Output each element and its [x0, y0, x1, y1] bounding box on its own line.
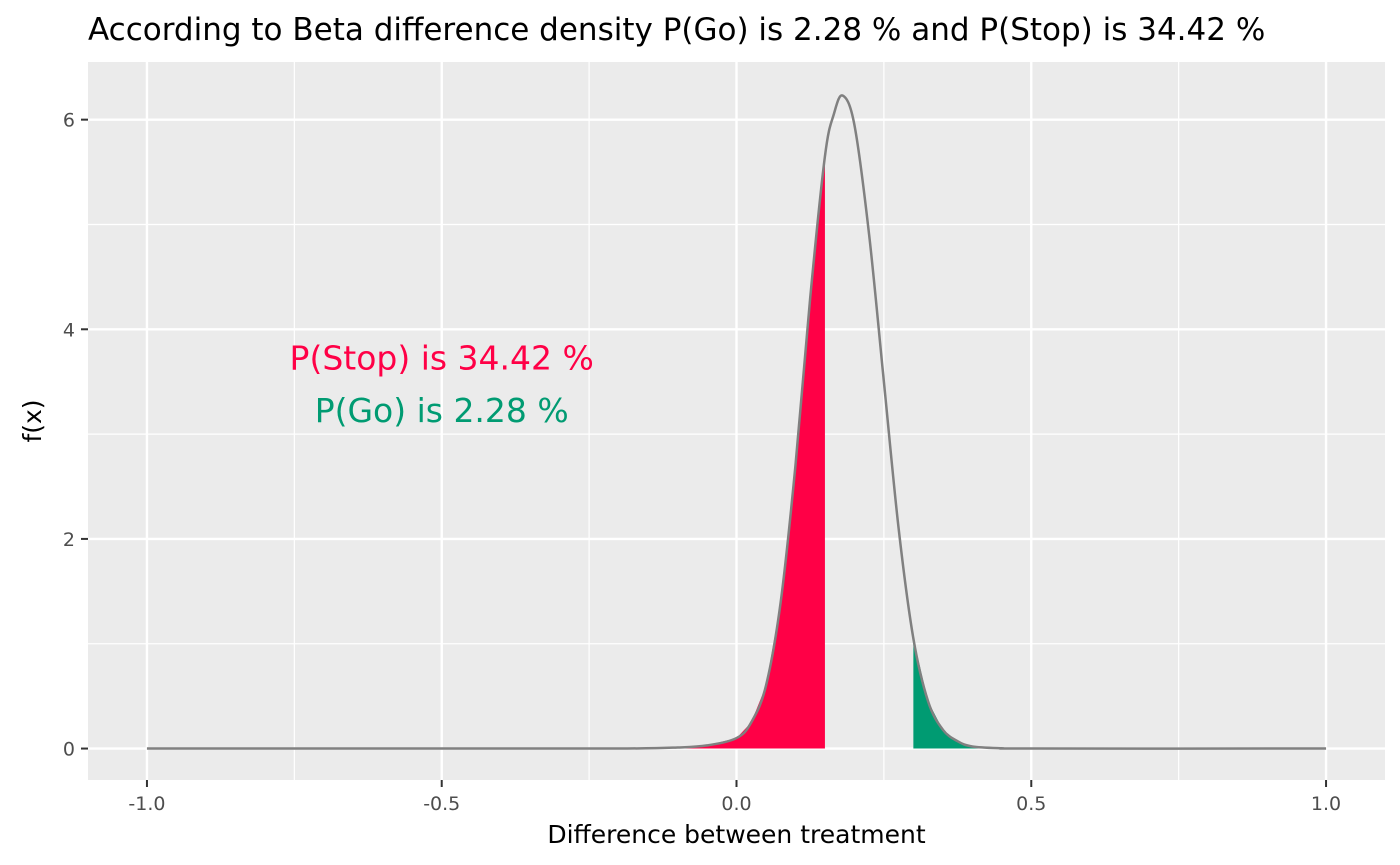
x-axis-label: Difference between treatment: [547, 820, 925, 849]
y-tick-label: 2: [63, 529, 75, 551]
density-curve: [146, 94, 1327, 750]
annotations: P(Stop) is 34.42 % P(Go) is 2.28 %: [290, 339, 594, 430]
x-tick-label: 0.5: [1016, 793, 1046, 815]
y-tick-label: 4: [63, 319, 75, 341]
x-tick-label: 0.0: [721, 793, 751, 815]
y-axis: 0 2 4 6: [63, 110, 88, 761]
chart-title: According to Beta difference density P(G…: [88, 12, 1265, 48]
y-tick-label: 6: [63, 110, 75, 132]
y-tick-label: 0: [63, 739, 75, 761]
y-axis-label: f(x): [18, 399, 47, 442]
x-axis: -1.0 -0.5 0.0 0.5 1.0: [128, 780, 1341, 815]
x-tick-label: 1.0: [1311, 793, 1341, 815]
annotation-1: P(Go) is 2.28 %: [315, 391, 569, 430]
x-tick-label: -0.5: [423, 793, 460, 815]
x-tick-label: -1.0: [128, 793, 165, 815]
major-gridlines: [88, 62, 1385, 780]
annotation-0: P(Stop) is 34.42 %: [290, 339, 594, 378]
